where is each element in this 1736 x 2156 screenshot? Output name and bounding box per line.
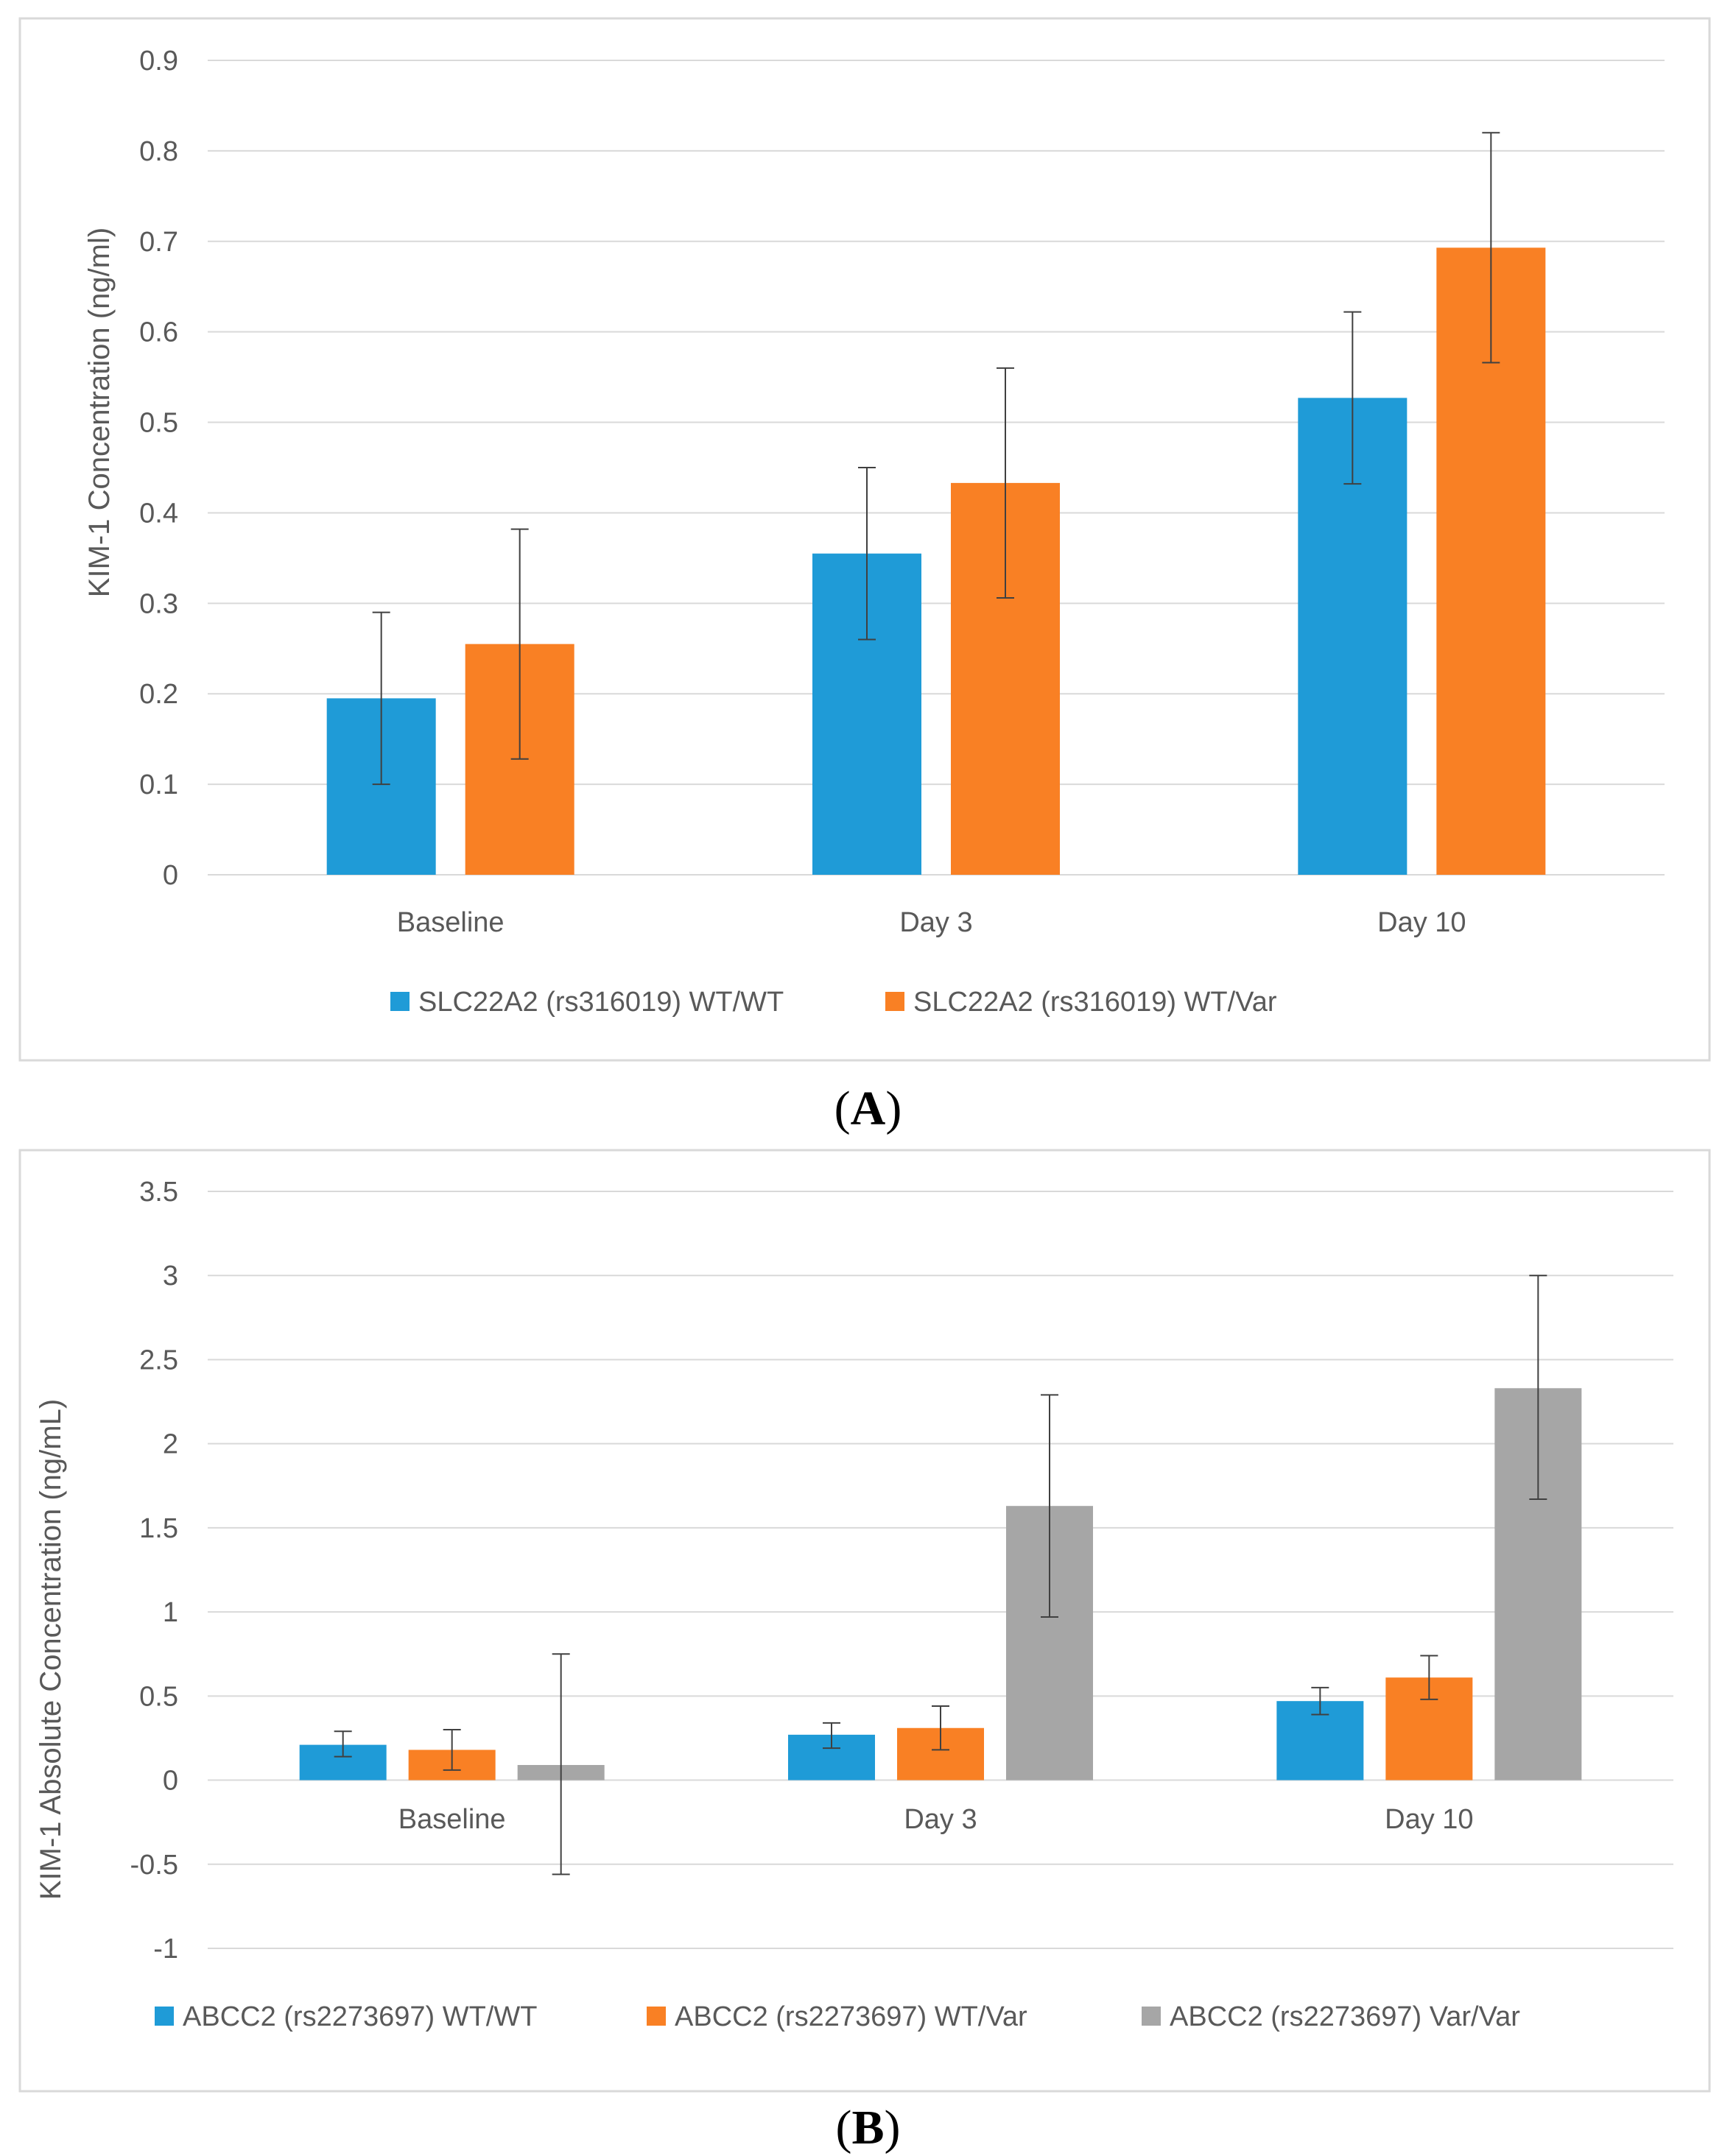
legend-label: ABCC2 (rs2273697) WT/Var (675, 2001, 1027, 2032)
legend-label: ABCC2 (rs2273697) Var/Var (1170, 2001, 1520, 2032)
legend-swatch (885, 992, 904, 1011)
chart-b-frame (18, 1149, 1711, 2093)
y-tick-label: 0.4 (139, 498, 178, 529)
y-tick-label: 0.2 (139, 679, 178, 710)
chart-a: 0 0.1 0.2 0.3 0.4 0.5 0.6 0.7 0.8 0.9 Baseline Day… (18, 17, 1711, 1062)
panel-a-letter: A (850, 1082, 886, 1135)
legend-label: SLC22A2 (rs316019) WT/Var (913, 987, 1277, 1018)
chart-a-y-axis-label: KIM-1 Concentration (ng/ml) (83, 228, 116, 597)
panel-a-label: (A) (834, 1082, 902, 1135)
x-category-label: Day 10 (1385, 1804, 1473, 1835)
legend-swatch (390, 992, 410, 1011)
y-tick-label: 0.7 (139, 227, 178, 258)
x-category-label: Day 3 (899, 907, 972, 938)
x-category-label: Baseline (397, 907, 505, 938)
legend-swatch (1142, 2007, 1161, 2026)
y-tick-label: 0.3 (139, 588, 178, 619)
y-tick-label: 0.1 (139, 769, 178, 800)
y-tick-label: 0 (163, 1766, 178, 1797)
y-tick-label: 0.6 (139, 317, 178, 348)
chart-b-y-axis-label: KIM-1 Absolute Concentration (ng/mL) (35, 1399, 67, 1900)
panel-b-letter: B (851, 2101, 885, 2155)
legend-label: SLC22A2 (rs316019) WT/WT (418, 987, 784, 1018)
y-tick-label: 2.5 (139, 1345, 178, 1375)
chart-b: -1 -0.5 0 0.5 1 1.5 2 2.5 3 3.5 Baseline Day 3 Day … (18, 1149, 1711, 2093)
x-category-label: Baseline (398, 1804, 506, 1835)
x-category-label: Day 10 (1377, 907, 1466, 938)
legend-swatch (155, 2007, 174, 2026)
x-category-label: Day 3 (904, 1804, 977, 1835)
y-tick-label: 0.5 (139, 1681, 178, 1712)
y-tick-label: 0 (163, 860, 178, 891)
y-tick-label: 2 (163, 1429, 178, 1460)
chart-a-frame (18, 17, 1711, 1062)
y-tick-label: 3.5 (139, 1177, 178, 1208)
legend-label: ABCC2 (rs2273697) WT/WT (183, 2001, 537, 2032)
y-tick-label: -1 (153, 1934, 178, 1965)
y-tick-label: 0.9 (139, 46, 178, 77)
y-tick-label: 0.8 (139, 136, 178, 167)
panel-b-label: (B) (835, 2101, 901, 2155)
y-tick-label: 3 (163, 1261, 178, 1292)
y-tick-label: 0.5 (139, 408, 178, 439)
legend-swatch (647, 2007, 666, 2026)
y-tick-label: 1.5 (139, 1513, 178, 1544)
y-tick-label: -0.5 (130, 1850, 178, 1881)
y-tick-label: 1 (163, 1597, 178, 1628)
